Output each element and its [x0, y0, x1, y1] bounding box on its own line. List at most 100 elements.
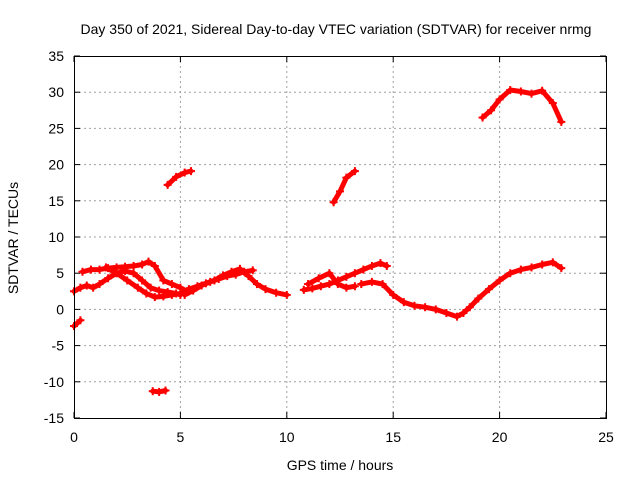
- data-point: [101, 263, 110, 272]
- data-point: [261, 285, 270, 294]
- data-point: [431, 305, 440, 314]
- data-point: [314, 274, 323, 283]
- data-point: [248, 266, 257, 275]
- data-point: [538, 260, 547, 269]
- data-point: [180, 168, 189, 177]
- data-point: [350, 269, 359, 278]
- data-point: [76, 283, 85, 292]
- x-tick-label: 10: [279, 429, 295, 445]
- data-point: [453, 312, 462, 321]
- y-tick-labels: -15 -10 -5 0 5 10 15 20 25 30 35: [44, 48, 64, 426]
- data-point: [144, 257, 153, 266]
- data-point: [538, 86, 547, 95]
- data-point: [474, 294, 483, 303]
- data-point: [155, 286, 164, 295]
- data-point: [308, 284, 317, 293]
- y-tick-label: 10: [48, 229, 64, 245]
- data-point: [516, 265, 525, 274]
- data-point: [231, 270, 240, 279]
- y-axis-label: SDTVAR / TECUs: [5, 182, 21, 294]
- data-point: [367, 277, 376, 286]
- data-point: [159, 292, 168, 301]
- data-point: [167, 290, 176, 299]
- series-arc-12: [480, 87, 564, 125]
- data-point: [325, 280, 334, 289]
- data-point: [487, 106, 496, 115]
- chart-title: Day 350 of 2021, Sidereal Day-to-day VTE…: [81, 21, 592, 37]
- data-point: [214, 274, 223, 283]
- data-point: [421, 303, 430, 312]
- data-point: [465, 303, 474, 312]
- data-point: [506, 86, 515, 95]
- data-point: [333, 280, 342, 289]
- data-point: [138, 276, 147, 285]
- y-tick-label: 5: [56, 265, 64, 281]
- data-point: [163, 180, 172, 189]
- data-point: [527, 89, 536, 98]
- data-point: [95, 265, 104, 274]
- data-point: [189, 286, 198, 295]
- data-point: [548, 258, 557, 267]
- data-point: [376, 259, 385, 268]
- data-point: [159, 276, 168, 285]
- y-tick-label: 30: [48, 84, 64, 100]
- data-point: [133, 283, 142, 292]
- data-point: [76, 316, 85, 325]
- data-point: [87, 265, 96, 274]
- y-tick-label: 25: [48, 120, 64, 136]
- data-point: [78, 267, 87, 276]
- data-point: [325, 269, 334, 278]
- data-point: [442, 309, 451, 318]
- data-point: [121, 262, 130, 271]
- data-point: [155, 387, 164, 396]
- y-tick-label: 20: [48, 157, 64, 173]
- series-layer: [70, 86, 566, 396]
- data-point: [129, 261, 138, 270]
- data-point: [557, 264, 566, 273]
- data-point: [350, 167, 359, 176]
- data-point: [172, 172, 181, 181]
- data-point: [104, 274, 113, 283]
- data-point: [378, 280, 387, 289]
- data-point: [138, 260, 147, 269]
- data-point: [506, 269, 515, 278]
- data-point: [206, 277, 215, 286]
- x-tick-labels: 0 5 10 15 20 25: [70, 429, 614, 445]
- x-tick-label: 0: [70, 429, 78, 445]
- data-point: [484, 285, 493, 294]
- y-tick-label: -10: [44, 374, 64, 390]
- series-arc-10: [331, 168, 358, 205]
- data-point: [342, 173, 351, 182]
- data-point: [329, 198, 338, 207]
- data-point: [272, 288, 281, 297]
- data-point: [95, 280, 104, 289]
- data-point: [548, 99, 557, 108]
- x-axis-label: GPS time / hours: [287, 457, 394, 473]
- x-tick-label: 5: [177, 429, 185, 445]
- data-point: [410, 301, 419, 310]
- data-point: [112, 269, 121, 278]
- data-point: [82, 281, 91, 290]
- data-point: [187, 167, 196, 176]
- data-point: [167, 280, 176, 289]
- y-tick-label: -15: [44, 410, 64, 426]
- data-point: [146, 283, 155, 292]
- data-point: [359, 265, 368, 274]
- data-point: [495, 276, 504, 285]
- x-tick-label: 25: [598, 429, 614, 445]
- grid-layer: [73, 55, 607, 419]
- data-point: [336, 187, 344, 196]
- x-tick-label: 15: [385, 429, 401, 445]
- data-point: [342, 272, 351, 281]
- data-point: [223, 272, 232, 281]
- data-point: [367, 261, 376, 270]
- data-point: [304, 280, 313, 289]
- data-point: [478, 113, 487, 122]
- data-point: [357, 280, 366, 289]
- y-tick-label: 15: [48, 193, 64, 209]
- data-point: [382, 261, 391, 270]
- data-point: [282, 290, 291, 299]
- data-point: [399, 298, 408, 307]
